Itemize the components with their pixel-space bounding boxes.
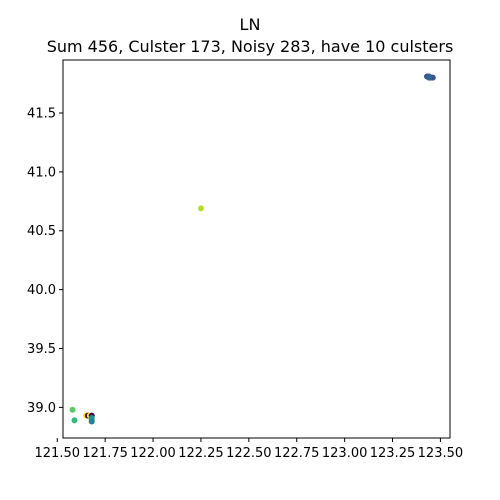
x-tick-label: 121.50 <box>35 446 81 461</box>
chart-title: LN <box>239 15 261 34</box>
chart-subtitle: Sum 456, Culster 173, Noisy 283, have 10… <box>46 37 454 56</box>
x-tick-label: 122.50 <box>226 446 272 461</box>
x-tick-label: 122.75 <box>274 446 320 461</box>
x-tick-label: 122.00 <box>130 446 176 461</box>
x-tick-label: 123.25 <box>370 446 416 461</box>
data-point <box>425 74 432 81</box>
y-tick-label: 39.5 <box>27 342 56 357</box>
y-tick-label: 39.0 <box>27 401 56 416</box>
x-tick-label: 122.25 <box>178 446 224 461</box>
y-tick-label: 41.5 <box>27 106 56 121</box>
plot-frame <box>62 59 451 439</box>
x-tick-label: 123.50 <box>418 446 464 461</box>
y-tick-label: 40.5 <box>27 224 56 239</box>
data-points <box>69 73 436 425</box>
y-axis: 39.0 39.5 40.0 40.5 41.0 41.5 <box>27 106 63 416</box>
data-point <box>88 418 95 425</box>
y-tick-label: 41.0 <box>27 165 56 180</box>
x-tick-label: 121.75 <box>82 446 128 461</box>
x-tick-label: 123.00 <box>322 446 368 461</box>
data-point <box>71 417 78 424</box>
data-point <box>69 406 76 413</box>
x-axis: 121.50 121.75 122.00 122.25 122.50 122.75 123.… <box>35 438 464 461</box>
y-tick-label: 40.0 <box>27 283 56 298</box>
data-point <box>197 205 204 212</box>
